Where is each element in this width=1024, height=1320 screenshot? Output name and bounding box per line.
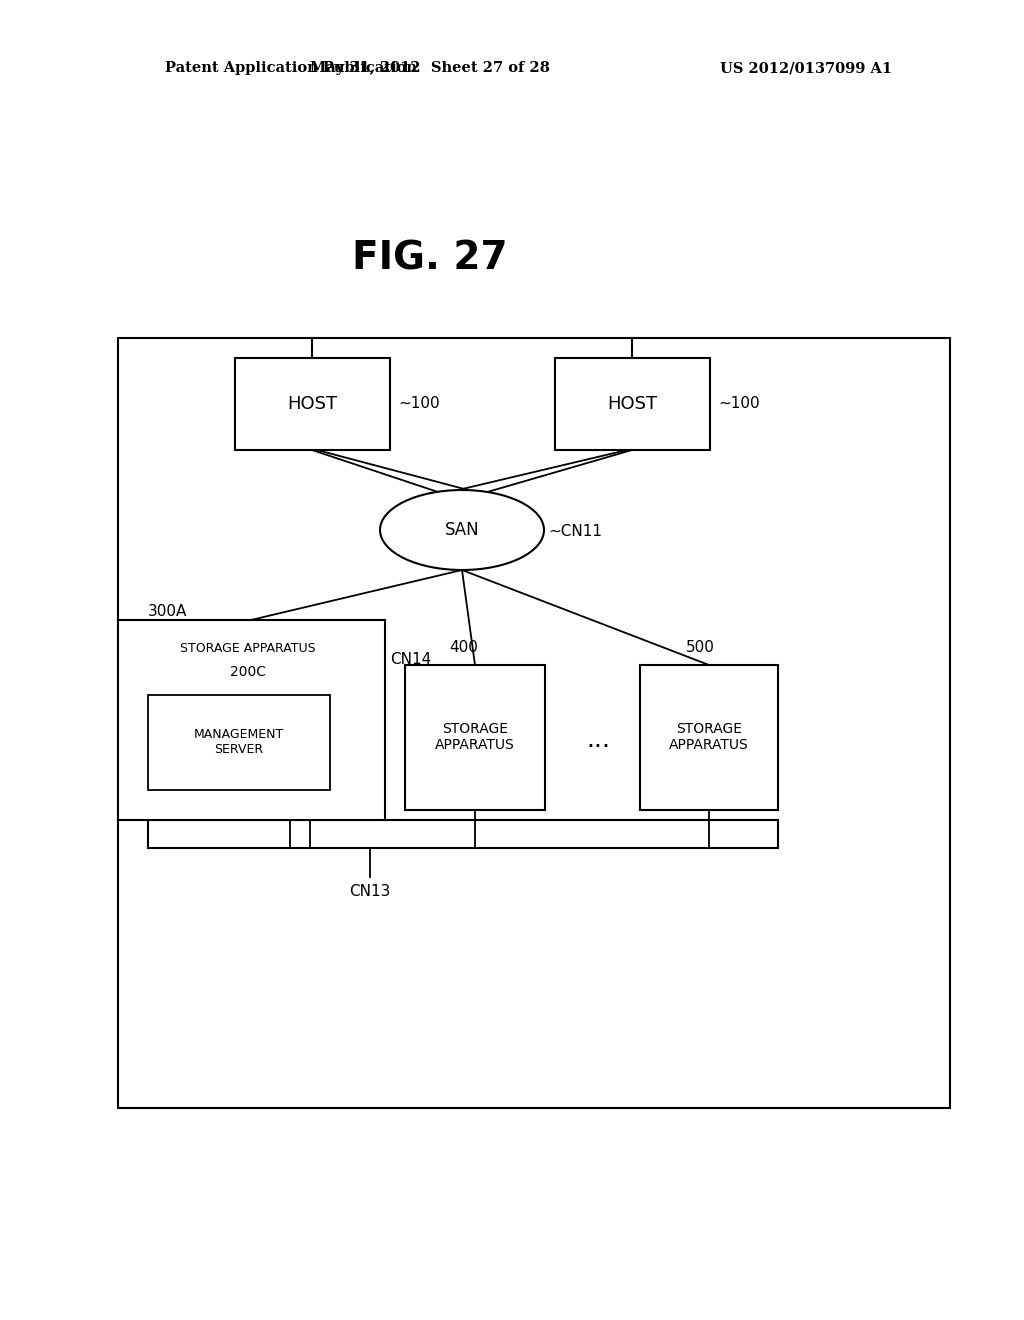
Bar (406, 665, 545, 810)
Text: STORAGE
APPARATUS: STORAGE APPARATUS (669, 722, 749, 752)
Text: ~100: ~100 (718, 396, 760, 412)
Text: Patent Application Publication: Patent Application Publication (165, 61, 417, 75)
Bar (118, 338, 950, 1107)
Text: 500: 500 (685, 640, 715, 656)
Text: ~CN11: ~CN11 (548, 524, 602, 540)
Text: FIG. 27: FIG. 27 (352, 239, 508, 277)
Text: ~100: ~100 (398, 396, 439, 412)
Text: STORAGE
APPARATUS: STORAGE APPARATUS (435, 722, 515, 752)
Text: CN13: CN13 (349, 884, 391, 899)
Text: MANAGEMENT
SERVER: MANAGEMENT SERVER (194, 729, 284, 756)
Text: 300A: 300A (148, 605, 187, 619)
Text: CN14: CN14 (390, 652, 431, 668)
Text: May 31, 2012  Sheet 27 of 28: May 31, 2012 Sheet 27 of 28 (310, 61, 550, 75)
Text: ...: ... (586, 729, 610, 752)
Bar (555, 358, 710, 450)
Bar (234, 358, 390, 450)
Text: 200C: 200C (230, 665, 266, 678)
Text: HOST: HOST (287, 395, 337, 413)
Text: STORAGE APPARATUS: STORAGE APPARATUS (180, 642, 315, 655)
Text: 400: 400 (450, 640, 478, 656)
Text: SAN: SAN (444, 521, 479, 539)
Text: HOST: HOST (607, 395, 657, 413)
Text: US 2012/0137099 A1: US 2012/0137099 A1 (720, 61, 892, 75)
Ellipse shape (380, 490, 544, 570)
Bar (640, 665, 778, 810)
Bar (118, 620, 385, 820)
Bar (148, 696, 330, 789)
